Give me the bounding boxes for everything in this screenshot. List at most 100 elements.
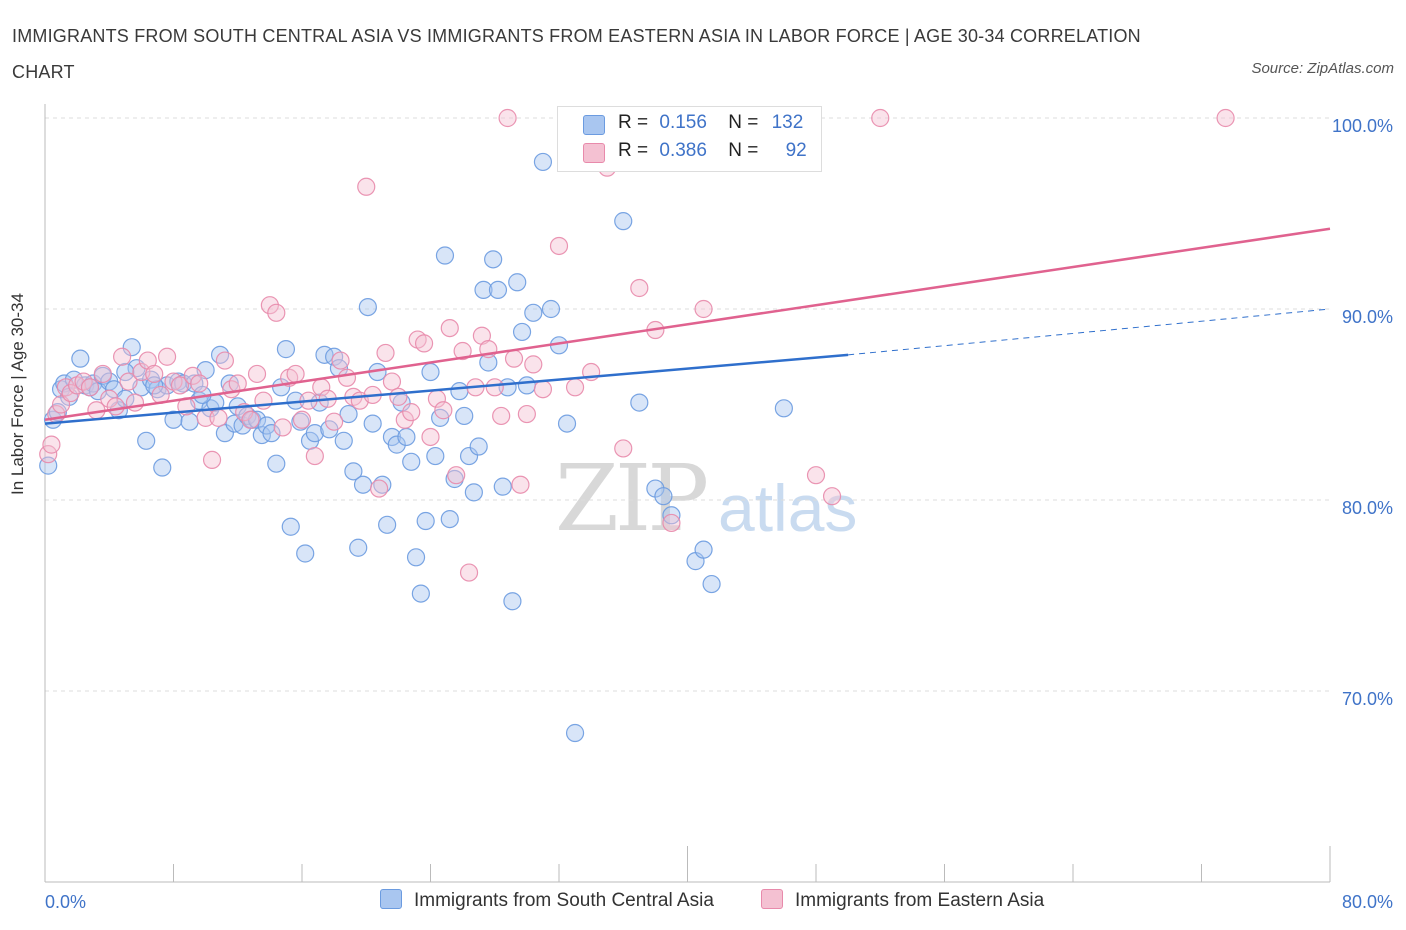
source-label: Source: ZipAtlas.com (1251, 60, 1394, 77)
data-point (511, 475, 530, 494)
data-point (702, 574, 721, 594)
data-point (296, 544, 315, 563)
data-point (119, 372, 138, 391)
data-point (434, 401, 453, 420)
data-point (411, 584, 430, 603)
legend-n-label: N = (728, 112, 759, 133)
data-point (100, 389, 119, 408)
data-point (654, 487, 673, 506)
data-point (498, 108, 517, 128)
data-point (170, 376, 190, 395)
legend-stats: R = 0.386 N = 92 (618, 140, 807, 162)
data-point (137, 431, 156, 450)
bottom-legend-label: Immigrants from Eastern Asia (795, 890, 1045, 911)
data-point (370, 479, 389, 498)
data-point (387, 435, 406, 454)
data-point (112, 347, 132, 366)
legend-swatch-pink (761, 889, 783, 909)
data-point (116, 362, 135, 382)
data-point (376, 343, 395, 363)
data-point (209, 408, 228, 427)
data-point (504, 349, 524, 368)
data-point (180, 412, 199, 431)
data-point (141, 370, 161, 389)
data-point (549, 236, 569, 256)
series-eastern-asia (39, 108, 1235, 582)
data-point (806, 466, 826, 485)
y-tick-label: 90.0% (1342, 307, 1393, 327)
data-point (339, 404, 358, 424)
data-point (344, 462, 363, 481)
data-point (614, 212, 633, 231)
data-point (508, 273, 527, 292)
legend-swatch-pink (583, 143, 605, 163)
data-point (517, 404, 536, 424)
data-point (630, 393, 649, 412)
data-point (557, 414, 577, 433)
data-point (145, 364, 164, 384)
data-point (363, 414, 382, 433)
data-point (464, 483, 483, 502)
y-tick-label: 80.0% (1342, 498, 1393, 518)
data-point (349, 538, 368, 557)
data-point (358, 297, 377, 317)
data-point (397, 427, 416, 447)
watermark-atlas: atlas (718, 471, 858, 545)
data-point (822, 487, 842, 506)
data-point (267, 303, 286, 322)
data-point (378, 515, 397, 534)
data-point (56, 378, 75, 397)
data-point (357, 177, 376, 196)
data-point (459, 446, 479, 466)
watermark-zip: ZIP (555, 445, 709, 552)
data-point (286, 364, 305, 384)
data-point (533, 152, 553, 172)
x-tick-label-min: 0.0% (45, 892, 86, 912)
data-point (493, 477, 512, 496)
bottom-legend-south-central-asia: Immigrants from South Central Asia (380, 889, 714, 912)
data-point (382, 372, 402, 391)
data-point (533, 380, 553, 399)
data-point (455, 406, 474, 426)
data-point (190, 374, 209, 393)
legend-swatch-blue (380, 889, 402, 909)
legend-r-value: 0.386 (659, 140, 707, 161)
data-point (630, 278, 649, 298)
data-point (485, 378, 504, 397)
data-point (402, 403, 421, 422)
bottom-legend-eastern-asia: Immigrants from Eastern Asia (761, 889, 1044, 912)
data-point (488, 280, 508, 299)
data-point (260, 296, 279, 315)
data-point (71, 349, 90, 368)
data-point (42, 435, 61, 454)
data-point (492, 406, 511, 426)
data-point (406, 548, 426, 567)
data-point (694, 540, 713, 559)
data-point (541, 299, 561, 319)
data-point (614, 439, 633, 458)
data-point (694, 299, 713, 319)
data-point (395, 410, 414, 429)
data-point (281, 517, 300, 536)
data-point (305, 446, 324, 466)
data-point (93, 364, 112, 384)
trend-line-pink (44, 227, 1331, 422)
bottom-legend-label: Immigrants from South Central Asia (414, 890, 714, 911)
correlation-legend: R = 0.156 N = 132 R = 0.386 N = 92 (557, 106, 822, 172)
data-point (565, 378, 585, 397)
data-point (325, 412, 344, 431)
data-point (202, 450, 222, 469)
legend-r-label: R = (618, 140, 649, 161)
data-point (39, 445, 58, 464)
data-point (469, 437, 488, 456)
data-point (421, 362, 440, 382)
legend-n-label: N = (728, 140, 759, 161)
data-point (662, 513, 681, 533)
data-point (416, 511, 435, 531)
data-point (453, 341, 472, 361)
data-point (334, 431, 353, 450)
data-point (247, 364, 267, 384)
x-tick-label-max: 80.0% (1342, 892, 1393, 912)
data-point (440, 319, 459, 338)
data-point (241, 410, 260, 429)
